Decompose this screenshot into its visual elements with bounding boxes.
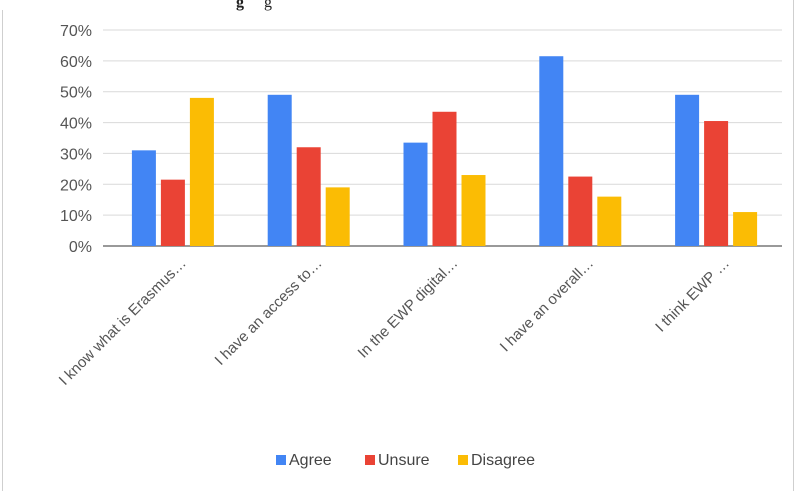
legend-label: Agree	[289, 452, 332, 469]
legend-label: Unsure	[378, 452, 430, 469]
header-fragment-rest: g	[264, 0, 272, 11]
bar-agree	[675, 94, 700, 246]
y-axis-ticks: 0% 10% 20% 30% 40% 50% 60% 70%	[60, 23, 92, 256]
legend-swatch-disagree	[458, 455, 468, 465]
bar-agree	[131, 150, 156, 246]
y-tick-label: 70%	[60, 23, 92, 40]
x-category-label: In the EWP digital…	[355, 255, 462, 362]
y-tick-label: 0%	[69, 239, 92, 256]
x-axis-labels: I know what is Erasmus… I have an access …	[56, 255, 733, 389]
y-tick-label: 50%	[60, 85, 92, 102]
bar-disagree	[733, 212, 758, 246]
y-tick-label: 60%	[60, 54, 92, 71]
x-category-label: I think EWP …	[652, 255, 733, 336]
y-tick-label: 10%	[60, 208, 92, 225]
y-tick-label: 20%	[60, 177, 92, 194]
bar-unsure	[432, 111, 457, 247]
x-category-label: I have an overall…	[497, 255, 597, 355]
bar-agree	[539, 56, 564, 246]
bar-unsure	[296, 147, 321, 246]
legend: Agree Unsure Disagree	[276, 452, 535, 469]
legend-swatch-unsure	[365, 455, 375, 465]
header-fragment: g	[236, 0, 244, 11]
bar-unsure	[704, 121, 729, 246]
bar-unsure	[160, 179, 185, 246]
bar-disagree	[461, 175, 486, 246]
x-category-label: I have an access to…	[212, 255, 326, 369]
bar-disagree	[325, 187, 350, 246]
bar-unsure	[568, 176, 593, 246]
legend-swatch-agree	[276, 455, 286, 465]
legend-label: Disagree	[471, 452, 535, 469]
bar-agree	[267, 94, 292, 246]
y-tick-label: 40%	[60, 116, 92, 133]
bars	[131, 56, 758, 247]
bar-agree	[403, 142, 428, 246]
bar-disagree	[189, 97, 214, 246]
bar-disagree	[597, 196, 622, 246]
y-tick-label: 30%	[60, 146, 92, 163]
x-category-label: I know what is Erasmus…	[56, 255, 190, 389]
